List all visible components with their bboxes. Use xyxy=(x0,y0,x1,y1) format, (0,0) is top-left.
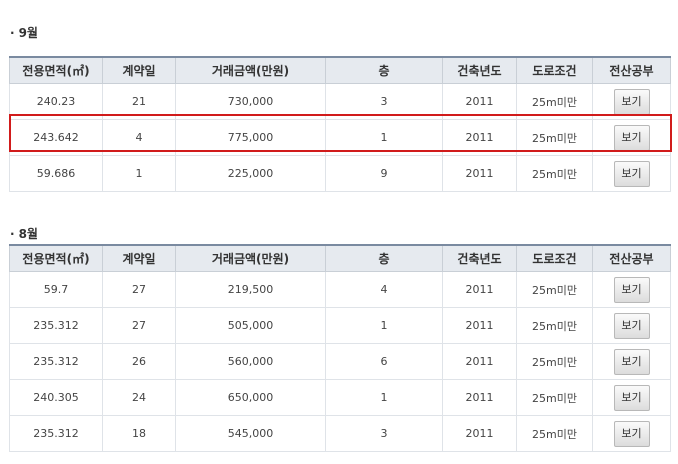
header-price: 거래금액(만원) xyxy=(175,244,326,272)
cell-day: 1 xyxy=(102,155,176,192)
table-header-row: 전용면적(㎡) 계약일 거래금액(만원) 층 건축년도 도로조건 전산공부 xyxy=(9,56,671,84)
cell-road: 25m미만 xyxy=(516,271,593,308)
table-row: 59.7 27 219,500 4 2011 25m미만 보기 xyxy=(9,271,671,308)
cell-price: 545,000 xyxy=(175,415,326,452)
section-title-text: 8월 xyxy=(18,227,38,241)
cell-floor: 1 xyxy=(325,307,443,344)
cell-area: 235.312 xyxy=(9,343,103,380)
cell-area: 240.23 xyxy=(9,83,103,120)
cell-year: 2011 xyxy=(442,415,517,452)
cell-area: 240.305 xyxy=(9,379,103,416)
header-build-year: 건축년도 xyxy=(442,56,517,84)
header-area: 전용면적(㎡) xyxy=(9,56,103,84)
cell-registry: 보기 xyxy=(592,307,671,344)
cell-registry: 보기 xyxy=(592,119,671,156)
cell-road: 25m미만 xyxy=(516,155,593,192)
cell-day: 18 xyxy=(102,415,176,452)
cell-area: 59.686 xyxy=(9,155,103,192)
view-button[interactable]: 보기 xyxy=(613,348,650,375)
transaction-table-september: 전용면적(㎡) 계약일 거래금액(만원) 층 건축년도 도로조건 전산공부 24… xyxy=(9,56,671,192)
cell-road: 25m미만 xyxy=(516,119,593,156)
section-title-september: · 9월 xyxy=(10,24,38,41)
cell-road: 25m미만 xyxy=(516,83,593,120)
cell-registry: 보기 xyxy=(592,415,671,452)
cell-road: 25m미만 xyxy=(516,379,593,416)
cell-registry: 보기 xyxy=(592,83,671,120)
view-button[interactable]: 보기 xyxy=(613,88,650,115)
cell-floor: 6 xyxy=(325,343,443,380)
header-contract-day: 계약일 xyxy=(102,244,176,272)
cell-year: 2011 xyxy=(442,379,517,416)
cell-year: 2011 xyxy=(442,83,517,120)
view-button[interactable]: 보기 xyxy=(613,160,650,187)
cell-day: 4 xyxy=(102,119,176,156)
table-header-row: 전용면적(㎡) 계약일 거래금액(만원) 층 건축년도 도로조건 전산공부 xyxy=(9,244,671,272)
view-button[interactable]: 보기 xyxy=(613,312,650,339)
cell-road: 25m미만 xyxy=(516,307,593,344)
cell-price: 775,000 xyxy=(175,119,326,156)
table-row: 243.642 4 775,000 1 2011 25m미만 보기 xyxy=(9,119,671,156)
header-price: 거래금액(만원) xyxy=(175,56,326,84)
table-row: 235.312 26 560,000 6 2011 25m미만 보기 xyxy=(9,343,671,380)
view-button[interactable]: 보기 xyxy=(613,124,650,151)
cell-year: 2011 xyxy=(442,343,517,380)
cell-registry: 보기 xyxy=(592,155,671,192)
header-build-year: 건축년도 xyxy=(442,244,517,272)
cell-floor: 4 xyxy=(325,271,443,308)
table-row: 240.305 24 650,000 1 2011 25m미만 보기 xyxy=(9,379,671,416)
cell-year: 2011 xyxy=(442,307,517,344)
cell-price: 505,000 xyxy=(175,307,326,344)
cell-floor: 3 xyxy=(325,415,443,452)
cell-day: 27 xyxy=(102,271,176,308)
cell-year: 2011 xyxy=(442,119,517,156)
cell-area: 235.312 xyxy=(9,307,103,344)
cell-year: 2011 xyxy=(442,271,517,308)
cell-area: 243.642 xyxy=(9,119,103,156)
cell-day: 27 xyxy=(102,307,176,344)
cell-price: 650,000 xyxy=(175,379,326,416)
header-floor: 층 xyxy=(325,244,443,272)
cell-registry: 보기 xyxy=(592,379,671,416)
view-button[interactable]: 보기 xyxy=(613,384,650,411)
cell-road: 25m미만 xyxy=(516,415,593,452)
cell-price: 730,000 xyxy=(175,83,326,120)
cell-price: 225,000 xyxy=(175,155,326,192)
cell-floor: 1 xyxy=(325,379,443,416)
table-row: 235.312 18 545,000 3 2011 25m미만 보기 xyxy=(9,415,671,452)
view-button[interactable]: 보기 xyxy=(613,276,650,303)
header-registry: 전산공부 xyxy=(592,56,671,84)
bullet-icon: · xyxy=(10,26,15,40)
table-row: 235.312 27 505,000 1 2011 25m미만 보기 xyxy=(9,307,671,344)
cell-year: 2011 xyxy=(442,155,517,192)
header-contract-day: 계약일 xyxy=(102,56,176,84)
header-road: 도로조건 xyxy=(516,56,593,84)
cell-floor: 3 xyxy=(325,83,443,120)
cell-price: 219,500 xyxy=(175,271,326,308)
bullet-icon: · xyxy=(10,227,15,241)
view-button[interactable]: 보기 xyxy=(613,420,650,447)
cell-area: 59.7 xyxy=(9,271,103,308)
cell-day: 26 xyxy=(102,343,176,380)
section-title-text: 9월 xyxy=(18,26,38,40)
cell-floor: 1 xyxy=(325,119,443,156)
table-row: 240.23 21 730,000 3 2011 25m미만 보기 xyxy=(9,83,671,120)
cell-road: 25m미만 xyxy=(516,343,593,380)
cell-registry: 보기 xyxy=(592,343,671,380)
header-area: 전용면적(㎡) xyxy=(9,244,103,272)
header-floor: 층 xyxy=(325,56,443,84)
cell-price: 560,000 xyxy=(175,343,326,380)
cell-floor: 9 xyxy=(325,155,443,192)
cell-day: 21 xyxy=(102,83,176,120)
cell-registry: 보기 xyxy=(592,271,671,308)
cell-day: 24 xyxy=(102,379,176,416)
header-registry: 전산공부 xyxy=(592,244,671,272)
transaction-table-august: 전용면적(㎡) 계약일 거래금액(만원) 층 건축년도 도로조건 전산공부 59… xyxy=(9,244,671,452)
cell-area: 235.312 xyxy=(9,415,103,452)
table-row: 59.686 1 225,000 9 2011 25m미만 보기 xyxy=(9,155,671,192)
section-title-august: · 8월 xyxy=(10,225,38,242)
header-road: 도로조건 xyxy=(516,244,593,272)
